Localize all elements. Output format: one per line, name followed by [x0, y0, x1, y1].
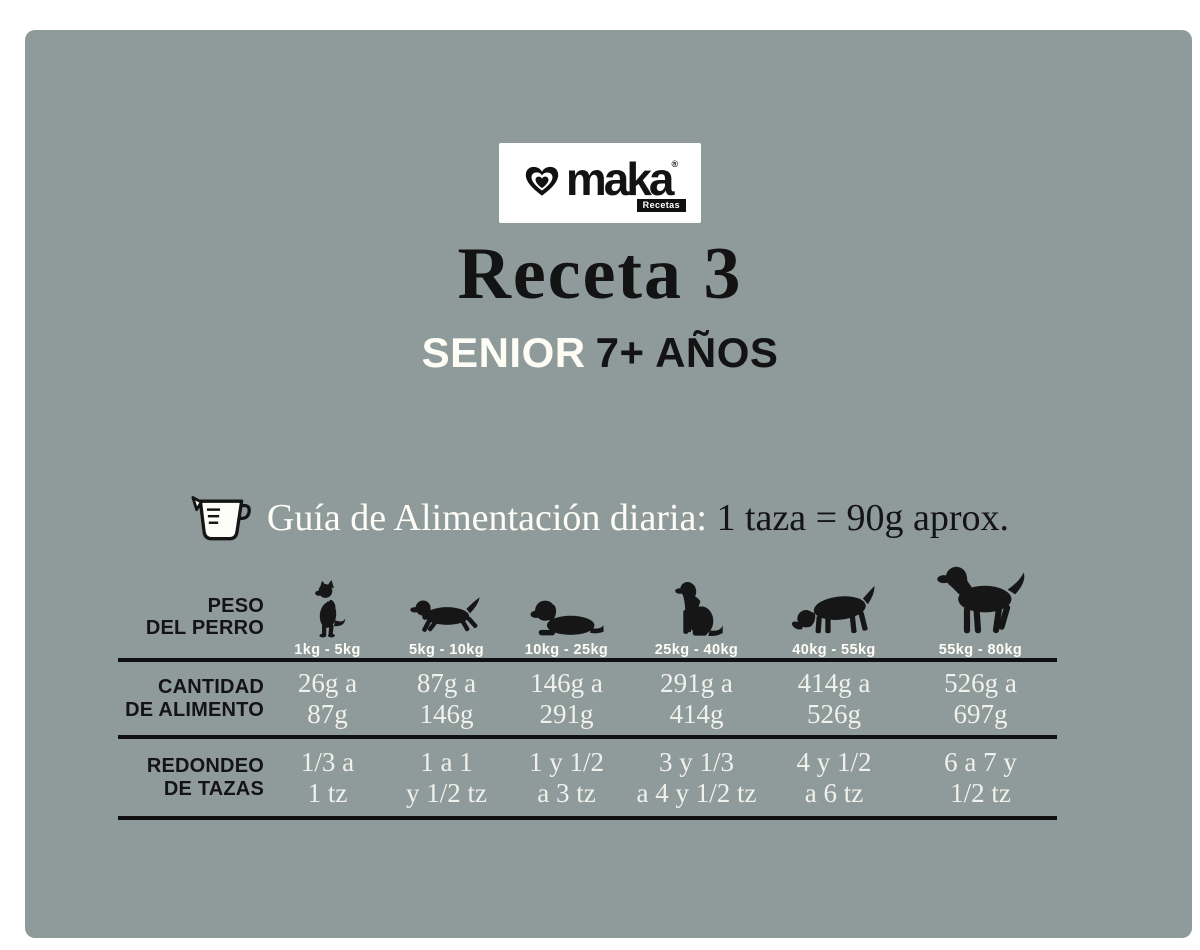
column-dog-4: 25kg - 40kg — [629, 563, 764, 662]
amount-value: 146g a 291g — [530, 668, 603, 729]
weight-label: 40kg - 55kg — [792, 642, 876, 658]
dog-sniffing-icon — [791, 585, 875, 634]
amount-value: 291g a 414g — [660, 668, 733, 729]
amount-row: CANTIDAD DE ALIMENTO 26g a 87g 87g a 146g … — [118, 662, 1057, 739]
weight-row: PESO DEL PERRO 1kg - 5kg — [118, 563, 1057, 662]
measuring-cup-icon — [191, 496, 251, 541]
weight-label: 1kg - 5kg — [294, 642, 361, 658]
feeding-table: PESO DEL PERRO 1kg - 5kg — [118, 563, 1057, 820]
guide-label: Guía de Alimentación diaria: — [266, 497, 707, 540]
column-dog-1: 1kg - 5kg — [266, 563, 389, 662]
amount-value: 26g a 87g — [297, 668, 358, 729]
toy-dog-begging-icon — [314, 579, 345, 638]
heart-icon — [525, 166, 559, 196]
cups-value: 4 y 1/2 a 6 tz — [796, 747, 872, 808]
brand-wordmark: maka® — [565, 153, 679, 205]
column-dog-5: 40kg - 55kg — [764, 563, 904, 662]
guide-value: 1 taza = 90g aprox. — [716, 497, 1010, 540]
page-subtitle: SENIOR 7+ AÑOS — [0, 329, 1200, 376]
weight-label: 10kg - 25kg — [524, 642, 609, 658]
daily-guide-line: Guía de Alimentación diaria: 1 taza = 90… — [0, 492, 1200, 546]
amount-value: 526g a 697g — [944, 668, 1017, 729]
column-dog-3: 10kg - 25kg — [504, 563, 629, 662]
row-header-redondeo: REDONDEO DE TAZAS — [146, 754, 264, 800]
cups-value: 1 y 1/2 a 3 tz — [528, 747, 604, 808]
weight-label: 55kg - 80kg — [938, 642, 1023, 658]
amount-value: 414g a 526g — [797, 668, 871, 729]
column-dog-2: 5kg - 10kg — [389, 563, 504, 662]
cups-value: 3 y 1/3 a 4 y 1/2 tz — [636, 747, 757, 808]
guide-text: Guía de Alimentación diaria: 1 taza = 90… — [266, 497, 1010, 540]
row-header-peso: PESO DEL PERRO — [145, 594, 264, 640]
page-title: Receta 3 — [457, 233, 743, 315]
weight-label: 5kg - 10kg — [409, 642, 484, 658]
dachshund-running-icon — [409, 597, 480, 632]
registered-mark: ® — [671, 159, 679, 169]
subtitle-age: 7+ AÑOS — [595, 329, 779, 376]
amount-value: 87g a 146g — [416, 668, 477, 729]
brand-logo-box: maka® Recetas — [499, 143, 701, 223]
recetas-badge: Recetas — [636, 199, 686, 212]
large-dog-standing-icon — [936, 566, 1024, 634]
puppy-lying-icon — [529, 600, 604, 636]
dog-sitting-icon — [674, 582, 723, 637]
row-header-cantidad: CANTIDAD DE ALIMENTO — [125, 675, 264, 721]
cups-value: 6 a 7 y 1/2 tz — [944, 747, 1017, 808]
weight-label: 25kg - 40kg — [654, 642, 739, 658]
subtitle-senior: SENIOR — [421, 329, 586, 376]
column-dog-6: 55kg - 80kg — [904, 563, 1057, 662]
